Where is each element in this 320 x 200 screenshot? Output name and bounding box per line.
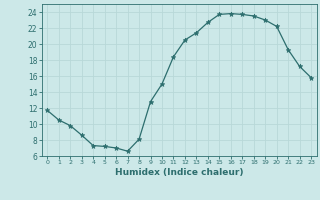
X-axis label: Humidex (Indice chaleur): Humidex (Indice chaleur) bbox=[115, 168, 244, 177]
